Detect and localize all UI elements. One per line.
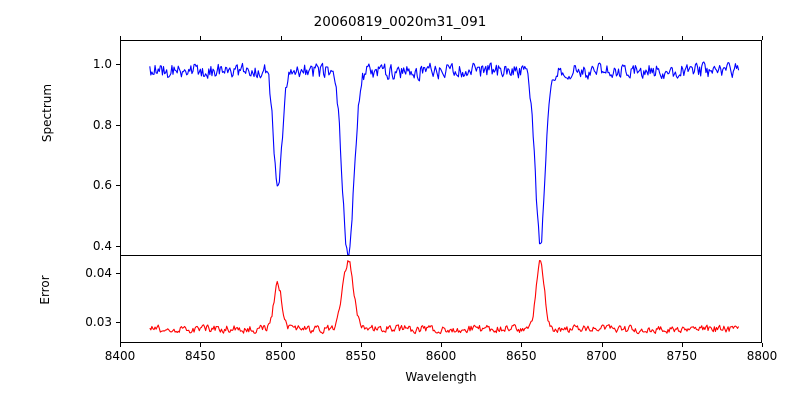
error-trace bbox=[149, 259, 740, 335]
spectrum-ytick-label: 1.0 bbox=[92, 57, 112, 72]
spectrum-panel bbox=[120, 40, 762, 255]
error-ytick-label: 0.04 bbox=[85, 266, 112, 281]
spectrum-xtick-mark bbox=[120, 36, 122, 40]
wavelength-tick-mark bbox=[521, 343, 523, 347]
wavelength-tick-label: 8500 bbox=[265, 349, 296, 363]
wavelength-tick-label: 8400 bbox=[104, 349, 136, 363]
spectrum-trace bbox=[149, 61, 740, 255]
wavelength-tick-mark bbox=[280, 343, 282, 347]
wavelength-tick-mark bbox=[120, 343, 122, 347]
error-axis-label: Error bbox=[38, 275, 52, 305]
error-ytick-label: 0.03 bbox=[85, 315, 112, 330]
wavelength-tick-label: 8600 bbox=[425, 349, 457, 363]
spectrum-ytick-mark bbox=[116, 245, 120, 247]
error-ytick-mark bbox=[116, 322, 120, 324]
spectrum-xtick-mark bbox=[280, 36, 282, 40]
spectrum-ytick-mark bbox=[116, 64, 120, 66]
spectrum-xtick-mark bbox=[601, 36, 603, 40]
wavelength-tick-mark bbox=[200, 343, 202, 347]
wavelength-tick-mark bbox=[441, 343, 443, 347]
spectrum-ytick-label: 0.4 bbox=[92, 238, 112, 253]
wavelength-tick-label: 8550 bbox=[345, 349, 377, 363]
wavelength-tick-label: 8700 bbox=[586, 349, 617, 363]
error-panel bbox=[120, 255, 762, 343]
wavelength-tick-label: 8750 bbox=[666, 349, 698, 363]
spectrum-xtick-mark bbox=[681, 36, 683, 40]
wavelength-tick-label: 8450 bbox=[185, 349, 216, 363]
wavelength-tick-mark bbox=[601, 343, 603, 347]
spectrum-ytick-mark bbox=[116, 124, 120, 126]
wavelength-tick-mark bbox=[681, 343, 683, 347]
spectrum-ytick-mark bbox=[116, 185, 120, 187]
spectrum-xtick-mark bbox=[521, 36, 523, 40]
wavelength-tick-label: 8650 bbox=[506, 349, 537, 363]
chart-title: 20060819_0020m31_091 bbox=[313, 14, 487, 30]
wavelength-axis-label: Wavelength bbox=[405, 370, 477, 384]
spectrum-xtick-mark bbox=[441, 36, 443, 40]
spectrum-xtick-mark bbox=[762, 36, 764, 40]
spectrum-axis-label: Spectrum bbox=[40, 83, 54, 143]
spectrum-ytick-label: 0.8 bbox=[92, 117, 112, 132]
wavelength-tick-mark bbox=[762, 343, 764, 347]
spectrum-xtick-mark bbox=[200, 36, 202, 40]
error-ytick-mark bbox=[116, 273, 120, 275]
wavelength-tick-mark bbox=[360, 343, 362, 347]
spectrum-ytick-label: 0.6 bbox=[92, 178, 112, 193]
spectrum-xtick-mark bbox=[360, 36, 362, 40]
wavelength-tick-label: 8800 bbox=[746, 349, 778, 363]
